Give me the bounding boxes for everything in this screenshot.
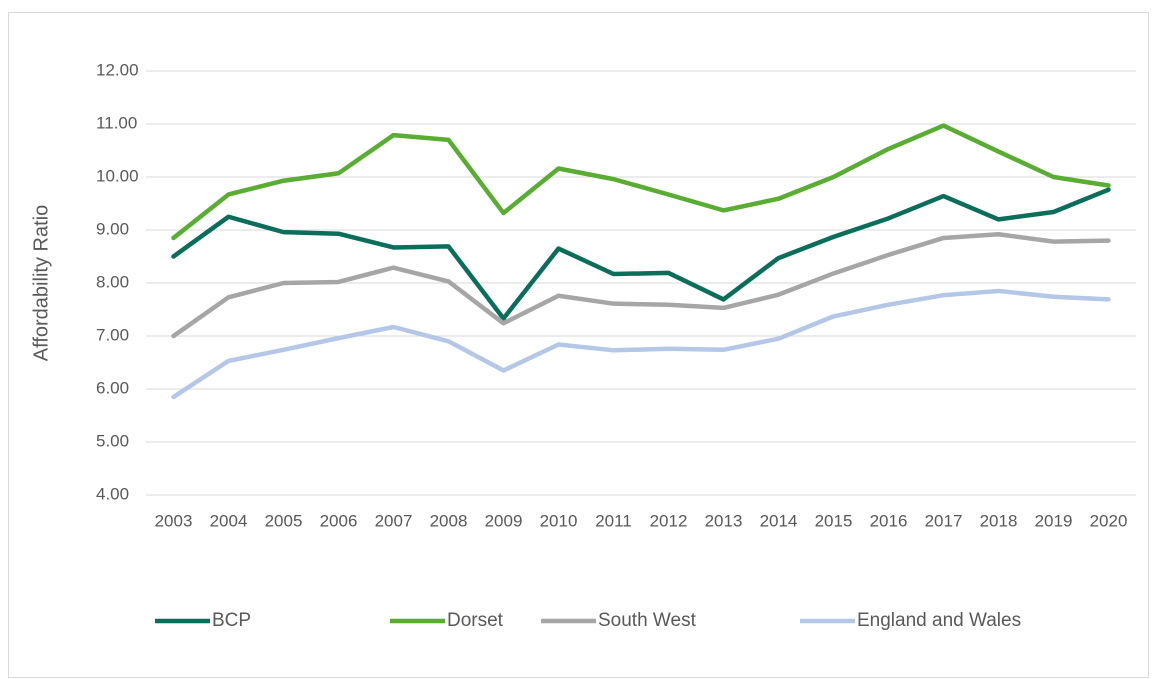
legend-label: Dorset (447, 610, 504, 631)
x-tick-label: 2018 (980, 511, 1018, 530)
y-tick-label: 10.00 (96, 166, 139, 185)
series-line (171, 288, 1111, 400)
legend-label: BCP (212, 610, 251, 631)
series-line (171, 123, 1111, 241)
y-tick-label: 11.00 (96, 113, 137, 132)
x-tick-label: 2007 (375, 511, 413, 530)
y-tick-label: 6.00 (96, 378, 129, 397)
x-tick-label: 2012 (650, 511, 688, 530)
series-line (171, 231, 1111, 339)
y-tick-label: 9.00 (96, 219, 129, 238)
x-tick-label: 2013 (705, 511, 743, 530)
x-tick-label: 2005 (265, 511, 303, 530)
x-tick-label: 2009 (485, 511, 523, 530)
series-line (171, 187, 1111, 321)
legend-label: South West (598, 610, 697, 631)
x-tick-label: 2003 (155, 511, 193, 530)
y-tick-label: 5.00 (96, 431, 129, 450)
y-tick-label: 4.00 (96, 484, 129, 503)
x-tick-label: 2010 (540, 511, 578, 530)
chart-border (8, 12, 1149, 678)
y-tick-label: 8.00 (96, 272, 129, 291)
x-tick-label: 2008 (430, 511, 468, 530)
x-tick-label: 2006 (320, 511, 358, 530)
x-tick-label: 2011 (595, 511, 632, 530)
x-tick-label: 2015 (815, 511, 853, 530)
y-tick-label: 7.00 (96, 325, 129, 344)
x-tick-label: 2020 (1090, 511, 1128, 530)
legend-label: England and Wales (857, 610, 1021, 631)
x-tick-label: 2016 (870, 511, 908, 530)
x-tick-label: 2017 (925, 511, 963, 530)
x-tick-label: 2004 (210, 511, 248, 530)
y-axis-title: Affordability Ratio (30, 205, 52, 361)
x-tick-label: 2019 (1035, 511, 1073, 530)
y-tick-label: 12.00 (96, 60, 139, 79)
x-tick-label: 2014 (760, 511, 798, 530)
